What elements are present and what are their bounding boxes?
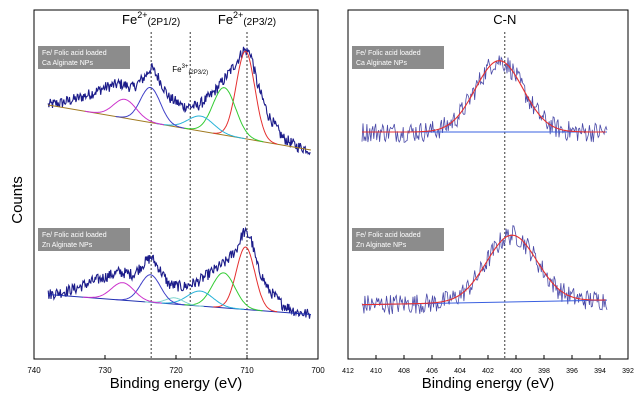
right-sample-labels: Fe/ Folic acid loaded Ca Alginate NPs Fe/ … (352, 46, 444, 251)
right-fit-envelope-0 (362, 60, 606, 133)
left-panel-fe-2p: 740 730 720 710 700 Fe2+(2P1/2) Fe3+(2P3/2) Fe… (27, 9, 325, 392)
left-raw-spectrum-0 (47, 46, 311, 156)
left-fit-component-0-3 (115, 87, 185, 129)
left-fit-component-0-1 (184, 87, 264, 143)
left-fit-component-1-4 (115, 274, 185, 306)
left-sample-label-0-line-1: Ca Alginate NPs (42, 60, 93, 67)
left-sample-label-1-line-1: Zn Alginate NPs (42, 242, 93, 249)
left-fit-component-1-0 (213, 246, 278, 313)
right-x-axis-label: Binding energy (eV) (422, 375, 555, 392)
left-sample-label-1-line-0: Fe/ Folic acid loaded (42, 232, 107, 239)
right-tick-label-7: 398 (538, 368, 550, 375)
left-tick-label-3: 710 (240, 366, 254, 375)
left-raw-spectrum-1 (47, 226, 311, 319)
right-tick-label-1: 410 (370, 368, 382, 375)
left-x-axis-label: Binding energy (eV) (110, 375, 243, 392)
right-spectra (361, 55, 608, 315)
right-sample-label-1-box (352, 228, 444, 251)
left-marker-label-2: Fe2+(2P3/2) (218, 10, 276, 28)
left-fit-component-0-2 (156, 115, 245, 140)
left-tick-label-1: 730 (98, 366, 112, 375)
left-marker-label-1: Fe3+(2P3/2) (172, 64, 208, 76)
right-peak-markers: C-N (493, 12, 516, 359)
left-tick-label-4: 700 (311, 366, 325, 375)
right-raw-spectrum-0 (361, 55, 608, 143)
left-fit-component-0-0 (213, 50, 278, 145)
right-fit-envelope-1 (362, 234, 606, 306)
right-tick-label-6: 400 (510, 368, 522, 375)
y-axis-label: Counts (9, 176, 26, 224)
left-fit-component-1-2 (155, 290, 245, 310)
left-fit-component-1-1 (183, 272, 263, 312)
left-spectra (47, 46, 311, 319)
right-marker-label-0: C-N (493, 12, 516, 27)
right-panel-c-n: 412 410 408 406 404 402 400 398 396 394 392 C-N Fe… (342, 9, 634, 392)
right-sample-label-1-line-1: Zn Alginate NPs (356, 242, 407, 249)
right-tick-label-3: 406 (426, 368, 438, 375)
left-fit-component-0-4 (85, 98, 165, 126)
right-tick-label-9: 394 (594, 368, 606, 375)
right-sample-label-1-line-0: Fe/ Folic acid loaded (356, 232, 421, 239)
left-sample-label-0-box (38, 46, 130, 69)
right-x-ticks: 412 410 408 406 404 402 400 398 396 394 392 (342, 355, 634, 375)
left-fit-component-1-5 (82, 282, 162, 304)
left-tick-label-2: 720 (169, 366, 183, 375)
left-marker-label-0: Fe2+(2P1/2) (122, 10, 180, 28)
right-tick-label-2: 408 (398, 368, 410, 375)
right-tick-label-5: 402 (482, 368, 494, 375)
left-tick-label-0: 740 (27, 366, 41, 375)
left-sample-label-1-box (38, 228, 130, 251)
left-sample-label-0-line-0: Fe/ Folic acid loaded (42, 50, 107, 57)
right-tick-label-8: 396 (566, 368, 578, 375)
right-sample-label-0-line-1: Ca Alginate NPs (356, 60, 407, 67)
right-sample-label-0-line-0: Fe/ Folic acid loaded (356, 50, 421, 57)
right-sample-label-0-box (352, 46, 444, 69)
right-tick-label-4: 404 (454, 368, 466, 375)
right-tick-label-10: 392 (622, 368, 634, 375)
left-x-ticks: 740 730 720 710 700 (27, 355, 325, 375)
left-sample-labels: Fe/ Folic acid loaded Ca Alginate NPs Fe/ … (38, 46, 130, 251)
right-tick-label-0: 412 (342, 368, 354, 375)
